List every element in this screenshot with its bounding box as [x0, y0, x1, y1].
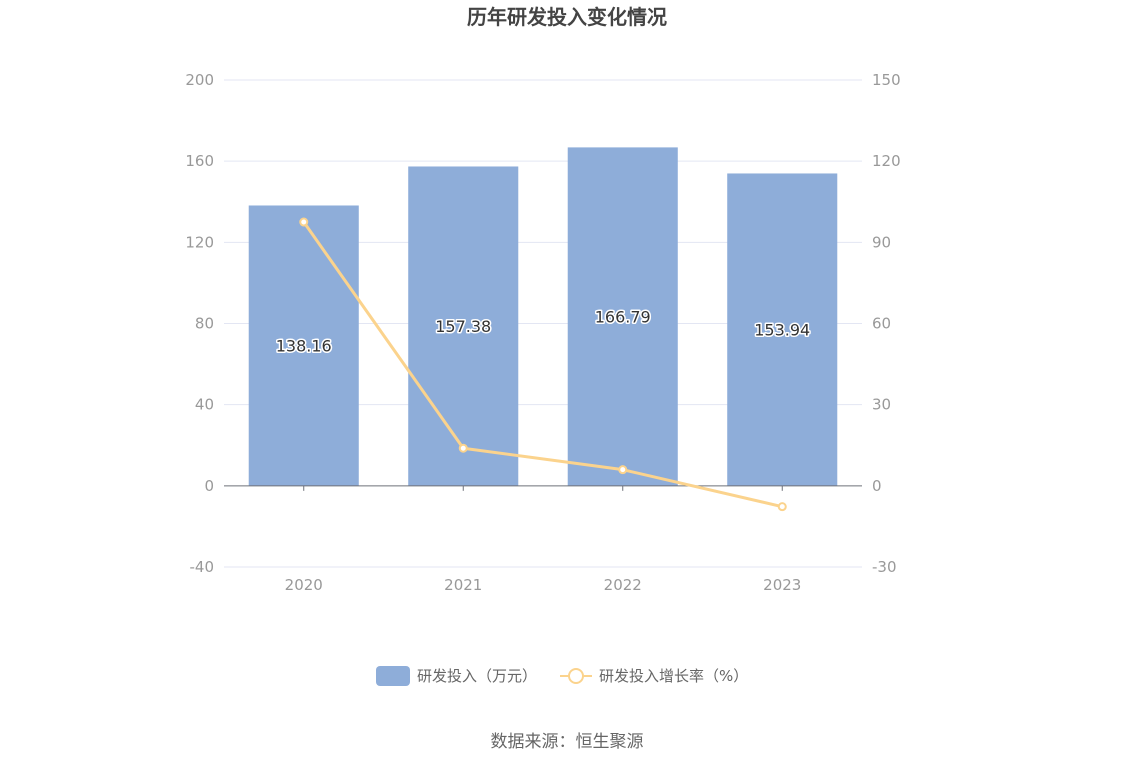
- bar: [727, 173, 838, 486]
- category-label: 2020: [285, 576, 323, 594]
- line-point: [618, 465, 628, 475]
- source-note: 数据来源：恒生聚源: [491, 732, 644, 752]
- bar-series: [248, 147, 838, 486]
- left-tick-label: 120: [185, 233, 214, 251]
- legend-bar-swatch: [376, 666, 410, 686]
- data-labels: 138.16 157.38 166.79 153.94: [274, 306, 811, 357]
- left-tick-label: 80: [195, 315, 214, 333]
- growth-line: [302, 221, 783, 509]
- bar: [248, 205, 359, 486]
- right-tick-label: 90: [872, 233, 891, 251]
- x-axis: 2020 2021 2022 2023: [224, 485, 862, 594]
- legend-line-marker: [568, 668, 584, 684]
- legend-line-label: 研发投入增长率（%）: [599, 667, 748, 685]
- left-tick-label: 40: [195, 396, 214, 414]
- bar-data-label: 153.94: [754, 321, 810, 340]
- right-tick-label: -30: [872, 558, 897, 576]
- category-label: 2021: [444, 576, 482, 594]
- right-tick-label: 150: [872, 71, 901, 89]
- left-tick-label: -40: [190, 558, 215, 576]
- left-axis: 200 160 120 80 40 0 -40: [185, 71, 214, 576]
- legend-bar-label: 研发投入（万元）: [417, 667, 537, 685]
- right-axis: 150 120 90 60 30 0 -30: [872, 71, 901, 576]
- category-label: 2023: [763, 576, 801, 594]
- right-tick-label: 30: [872, 396, 891, 414]
- left-tick-label: 200: [185, 71, 214, 89]
- chart-title: 历年研发投入变化情况: [467, 5, 667, 29]
- bar: [408, 166, 519, 486]
- left-tick-label: 0: [204, 477, 214, 495]
- line-series: [299, 217, 787, 512]
- bar-data-label: 157.38: [435, 317, 491, 336]
- legend[interactable]: 研发投入（万元） 研发投入增长率（%）: [376, 666, 748, 686]
- line-point: [299, 217, 309, 227]
- bar: [567, 147, 678, 486]
- bar-data-label: 138.16: [276, 337, 332, 356]
- right-tick-label: 0: [872, 477, 882, 495]
- bar-data-label: 166.79: [595, 308, 651, 327]
- left-tick-label: 160: [185, 152, 214, 170]
- line-point: [777, 502, 787, 512]
- right-tick-label: 60: [872, 315, 891, 333]
- category-label: 2022: [604, 576, 642, 594]
- right-tick-label: 120: [872, 152, 901, 170]
- line-point: [458, 443, 468, 453]
